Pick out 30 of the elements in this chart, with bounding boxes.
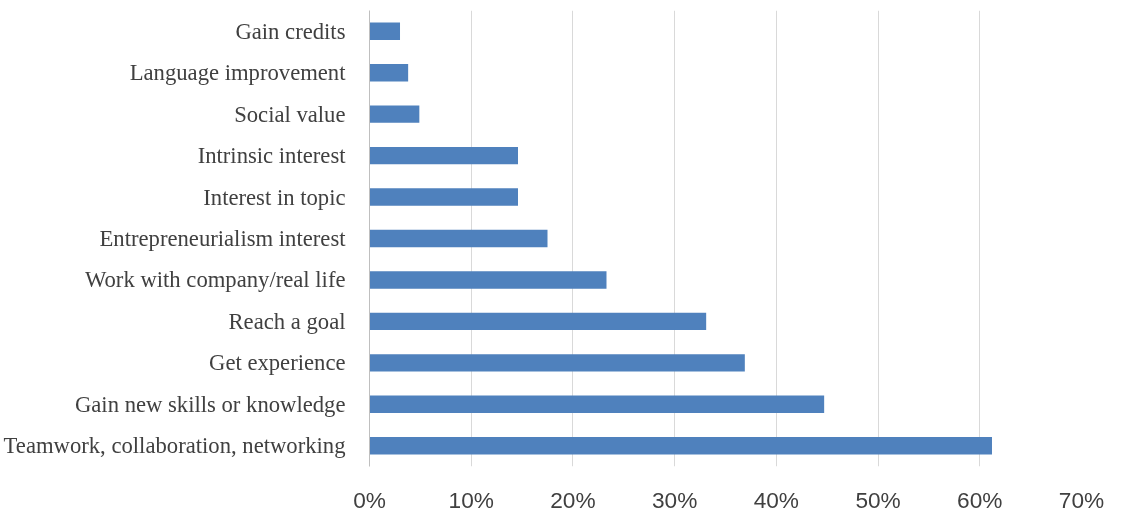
y-tick-label: Gain credits [235, 18, 346, 44]
bar [369, 229, 548, 248]
x-tick-label: 50% [855, 486, 901, 513]
y-tick-label: Language improvement [129, 60, 347, 86]
x-tick-label: 30% [651, 486, 698, 513]
bar [369, 63, 409, 82]
bar [369, 105, 420, 123]
y-tick-label: Interest in topic [203, 184, 346, 210]
y-tick-label: Intrinsic interest [197, 143, 347, 169]
bar [369, 22, 401, 40]
bar [369, 188, 518, 206]
y-tick-label: Social value [234, 101, 346, 127]
y-tick-label: Reach a goal [228, 308, 346, 334]
bar [369, 146, 518, 165]
y-tick-label: Work with company/real life [84, 267, 346, 293]
bar [369, 395, 825, 414]
x-tick-label: 60% [957, 486, 1003, 513]
y-tick-label: Gain new skills or knowledge [74, 391, 346, 417]
x-tick-label: 20% [550, 486, 596, 513]
bar [369, 437, 992, 455]
bar [369, 312, 707, 331]
x-tick-label: 0% [353, 486, 386, 513]
x-tick-label: 10% [448, 486, 494, 513]
y-tick-label: Get experience [209, 350, 346, 376]
bar [369, 354, 745, 372]
y-tick-label: Entrepreneurialism interest [99, 226, 347, 251]
y-tick-label: Teamwork, collaboration, networking [3, 433, 346, 459]
bar [369, 271, 607, 289]
x-tick-label: 70% [1058, 486, 1105, 513]
x-tick-label: 40% [753, 486, 800, 513]
